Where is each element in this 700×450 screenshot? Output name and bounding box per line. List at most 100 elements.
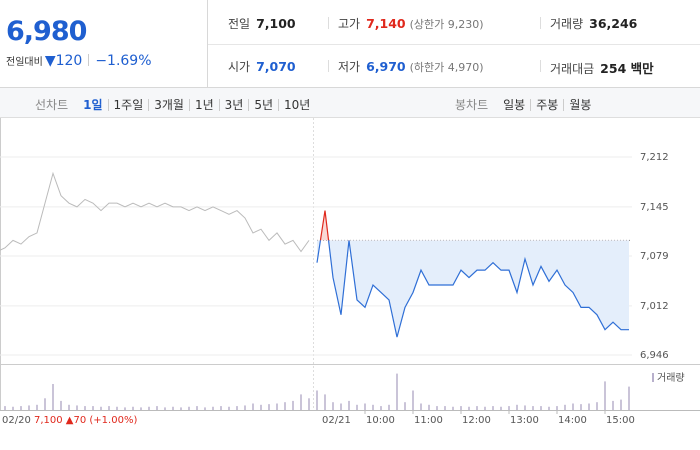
volume-bar — [492, 406, 494, 410]
volume-bar — [404, 402, 406, 410]
stat-label: 전일 — [228, 17, 251, 31]
volume-bar — [436, 406, 438, 410]
y-tick-label: 7,012 — [640, 301, 669, 312]
volume-bar — [420, 403, 422, 410]
volume-bar — [396, 373, 398, 410]
volume-bar — [284, 402, 286, 410]
x-tick-label: 11:00 — [414, 415, 443, 426]
volume-bar — [260, 404, 262, 410]
tab[interactable]: 일봉 — [503, 97, 526, 112]
volume-bar — [628, 386, 630, 410]
price-line — [0, 171, 310, 253]
volume-bar — [620, 399, 622, 410]
change-label: 전일대비 — [6, 57, 43, 68]
volume-bar — [564, 404, 566, 410]
x-tick-label: 14:00 — [558, 415, 587, 426]
tab[interactable]: 1년 — [188, 98, 219, 111]
stat-label: 시가 — [228, 60, 251, 74]
volume-bar — [548, 406, 550, 410]
stat-note: (상한가 9,230) — [409, 18, 484, 31]
volume-bar — [236, 406, 238, 410]
change-row: 전일대비 ▼120 −1.69% — [6, 53, 152, 69]
current-price: 6,980 — [6, 16, 87, 47]
volume-bar — [540, 406, 542, 410]
stat: 고가 7,140 (상한가 9,230) — [338, 15, 484, 32]
volume-bar — [28, 405, 30, 410]
volume-bar — [212, 406, 214, 410]
stat-value: 6,970 — [366, 59, 406, 74]
price-line — [316, 240, 629, 338]
tab-bar: 선차트 1일 1주일 3개월 1년 3년 5년 10년 봉차트 일봉 주봉 월봉 — [0, 88, 700, 118]
volume-bar — [124, 407, 126, 410]
stat-value: 254 백만 — [600, 61, 654, 76]
stat-label: 거래대금 — [550, 62, 595, 76]
tab[interactable]: 주봉 — [530, 98, 563, 111]
tab[interactable]: 1주일 — [107, 98, 149, 111]
volume-bar — [484, 406, 486, 410]
volume-bar — [228, 406, 230, 410]
volume-bar — [252, 403, 254, 410]
volume-bar — [20, 406, 22, 410]
stat: 거래대금 254 백만 — [550, 58, 654, 77]
volume-bar — [500, 406, 502, 410]
volume-bar — [524, 405, 526, 410]
volume-bar — [604, 381, 606, 410]
volume-bar — [172, 406, 174, 410]
y-tick-label: 7,079 — [640, 251, 669, 262]
line-tabs: 선차트 1일 1주일 3개월 1년 3년 5년 10년 — [35, 96, 315, 113]
y-tick-label: 7,145 — [640, 202, 669, 213]
volume-bar — [588, 403, 590, 410]
area-down — [317, 240, 629, 338]
stat-value: 7,100 — [256, 16, 296, 31]
volume-bar — [292, 400, 294, 410]
volume-bar — [444, 406, 446, 410]
separator — [540, 60, 541, 72]
stat: 전일 7,100 — [228, 15, 296, 32]
volume-bar — [188, 406, 190, 410]
volume-bar — [156, 406, 158, 410]
stat-label: 거래량 — [550, 17, 584, 31]
volume-bar — [164, 407, 166, 410]
tab[interactable]: 5년 — [248, 98, 278, 111]
stat-label: 저가 — [338, 60, 361, 74]
volume-bar — [388, 404, 390, 410]
separator — [328, 60, 329, 72]
volume-bar — [196, 406, 198, 410]
volume-bar — [44, 398, 46, 410]
volume-bar — [460, 406, 462, 410]
volume-bar — [268, 404, 270, 410]
tab[interactable]: 3년 — [218, 98, 249, 111]
tab[interactable]: 1일 — [83, 97, 103, 112]
volume-bar — [116, 406, 118, 410]
y-tick-label: 7,212 — [640, 152, 669, 163]
volume-bar — [572, 403, 574, 410]
quote-box: 6,980 전일대비 ▼120 −1.69% — [0, 0, 208, 87]
y-tick-label: 6,946 — [640, 350, 669, 361]
x-tick-label: 15:00 — [606, 415, 635, 426]
candle-tabs: 봉차트 일봉 주봉 월봉 — [455, 96, 596, 113]
stat-value: 36,246 — [589, 16, 638, 31]
tab[interactable]: 10년 — [278, 98, 315, 111]
stat: 시가 7,070 — [228, 58, 296, 75]
tab[interactable]: 월봉 — [563, 98, 596, 111]
volume-bar — [108, 406, 110, 410]
stat-note: (하한가 4,970) — [409, 61, 484, 74]
stat-label: 고가 — [338, 17, 361, 31]
divider — [208, 44, 700, 45]
volume-bar — [148, 406, 150, 410]
legend-label: 거래량 — [657, 372, 685, 384]
volume-bar — [132, 406, 134, 410]
change-pct: −1.69% — [95, 53, 152, 69]
volume-bar — [100, 406, 102, 410]
tab[interactable]: 3개월 — [148, 98, 189, 111]
volume-bar — [244, 405, 246, 410]
volume-bar — [316, 390, 318, 410]
date-label: 02/20 — [2, 415, 31, 426]
volume-bar — [92, 406, 94, 410]
stat: 저가 6,970 (하한가 4,970) — [338, 58, 484, 75]
legend-swatch — [652, 373, 654, 382]
volume-bar — [364, 403, 366, 410]
quote-header: 6,980 전일대비 ▼120 −1.69% 전일 7,100 고가 7,140 (상한가 … — [0, 0, 700, 88]
volume-bar — [532, 406, 534, 410]
